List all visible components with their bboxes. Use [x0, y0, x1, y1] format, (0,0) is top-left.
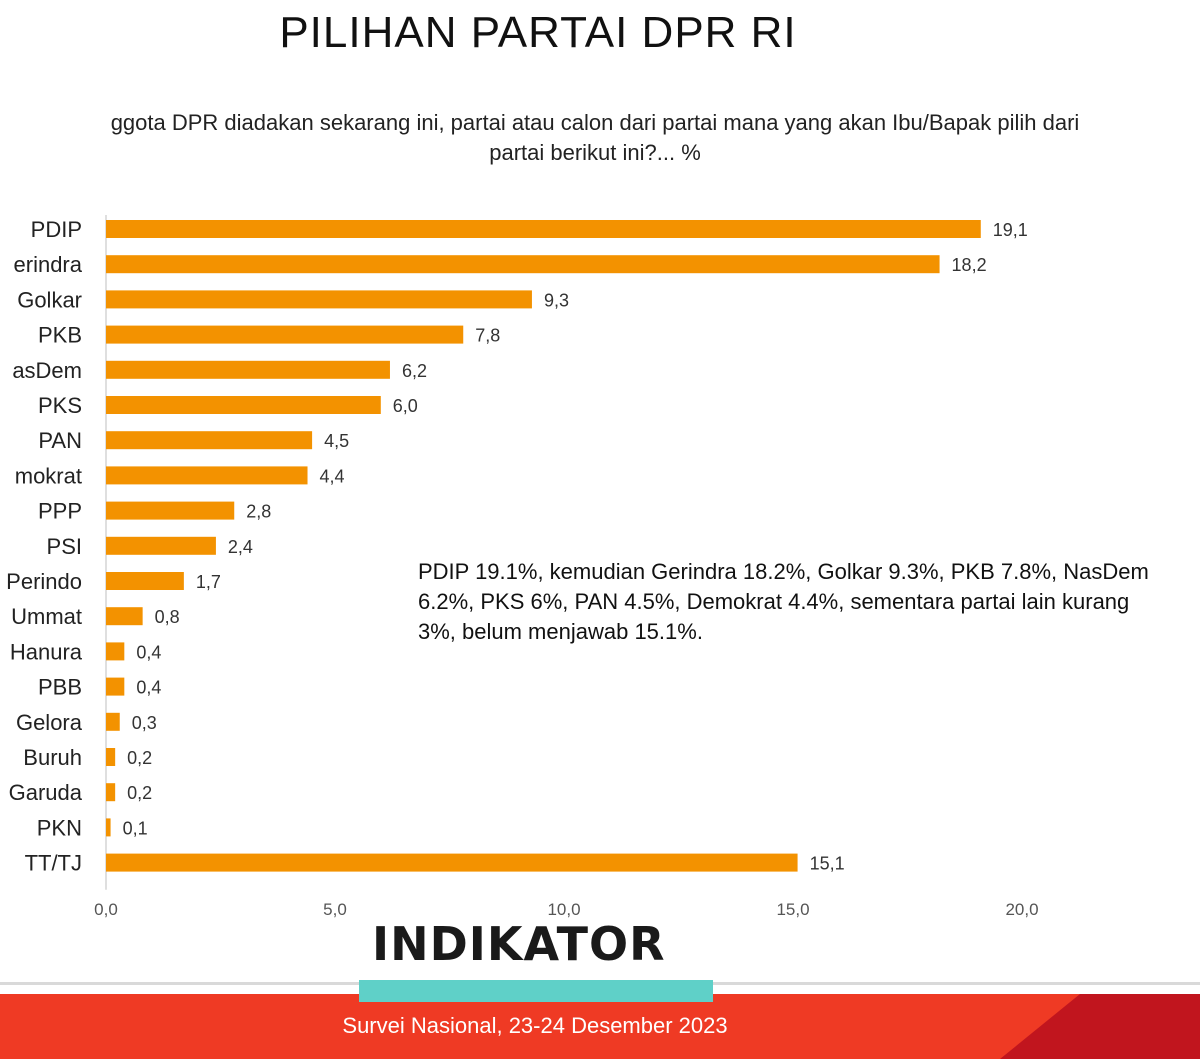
value-label: 6,2 — [402, 361, 427, 381]
x-tick-label: 10,0 — [547, 900, 580, 919]
bar-tt-tj — [106, 853, 798, 872]
summary-text: PDIP 19.1%, kemudian Gerindra 18.2%, Gol… — [418, 559, 1149, 644]
bar-hanura — [106, 642, 125, 661]
question-line-2: partai berikut ini?... % — [489, 140, 701, 165]
category-label: PKB — [38, 323, 82, 348]
bar-pkn — [106, 818, 111, 837]
category-label: PSI — [47, 534, 82, 559]
category-label: TT/TJ — [25, 851, 82, 876]
x-tick-label: 20,0 — [1005, 900, 1038, 919]
value-label: 0,2 — [127, 783, 152, 803]
category-label: PAN — [38, 428, 82, 453]
category-label: Golkar — [17, 287, 82, 312]
footer-text: Survei Nasional, 23-24 Desember 2023 — [342, 1013, 728, 1038]
value-label: 0,4 — [136, 678, 161, 698]
bar-gerindra — [106, 255, 940, 274]
bar-chart: PDIP 19,1 erindra 18,2 Golkar 9,3 PKB 7,8 asDem 6… — [6, 215, 1039, 919]
value-label: 1,7 — [196, 572, 221, 592]
category-label: PDIP — [31, 217, 82, 242]
value-label: 19,1 — [993, 220, 1028, 240]
footer-teal-bar — [359, 980, 713, 1002]
value-label: 9,3 — [544, 290, 569, 310]
category-label: Garuda — [9, 780, 83, 805]
category-label: Buruh — [23, 745, 82, 770]
category-label: Gelora — [16, 710, 83, 735]
bar-pks — [106, 396, 381, 414]
value-label: 0,3 — [132, 713, 157, 733]
indikator-logo: INDIKATOR — [372, 917, 666, 971]
bar-pbb — [106, 677, 125, 696]
category-label: Perindo — [6, 569, 82, 594]
value-label: 4,4 — [320, 466, 345, 486]
survey-question: ggota DPR diadakan sekarang ini, partai … — [0, 108, 1200, 168]
bar-gelora — [106, 712, 120, 731]
question-line-1: ggota DPR diadakan sekarang ini, partai … — [110, 110, 1080, 135]
bar-pkb — [106, 325, 464, 344]
value-label: 0,2 — [127, 748, 152, 768]
value-label: 0,1 — [123, 818, 148, 838]
footer-band — [0, 994, 1200, 1059]
value-label: 2,8 — [246, 502, 271, 522]
bar-ppp — [106, 501, 235, 520]
category-label: erindra — [14, 252, 83, 277]
value-label: 2,4 — [228, 537, 253, 557]
category-label: PBB — [38, 675, 82, 700]
category-label: PKS — [38, 393, 82, 418]
bar-nasdem — [106, 360, 390, 379]
bar-psi — [106, 536, 216, 555]
x-tick-label: 5,0 — [323, 900, 347, 919]
chart-title: PILIHAN PARTAI DPR RI — [279, 8, 797, 57]
x-tick-label: 0,0 — [94, 900, 118, 919]
bar-buruh — [106, 748, 116, 766]
value-label: 4,5 — [324, 431, 349, 451]
category-label: Hanura — [10, 639, 83, 664]
value-label: 0,4 — [136, 642, 161, 662]
category-label: mokrat — [15, 463, 82, 488]
value-label: 15,1 — [810, 854, 845, 874]
value-label: 6,0 — [393, 396, 418, 416]
bar-perindo — [106, 572, 184, 590]
bar-golkar — [106, 290, 532, 309]
x-tick-label: 15,0 — [776, 900, 809, 919]
bar-garuda — [106, 783, 116, 802]
bar-ummat — [106, 607, 143, 626]
value-label: 18,2 — [952, 255, 987, 275]
category-label: PPP — [38, 499, 82, 524]
bar-demokrat — [106, 466, 308, 485]
category-label: asDem — [12, 358, 82, 383]
value-label: 0,8 — [155, 607, 180, 627]
category-label: PKN — [37, 815, 82, 840]
bar-pan — [106, 431, 313, 450]
bar-pdip — [106, 220, 981, 238]
value-label: 7,8 — [475, 326, 500, 346]
category-label: Ummat — [11, 604, 82, 629]
